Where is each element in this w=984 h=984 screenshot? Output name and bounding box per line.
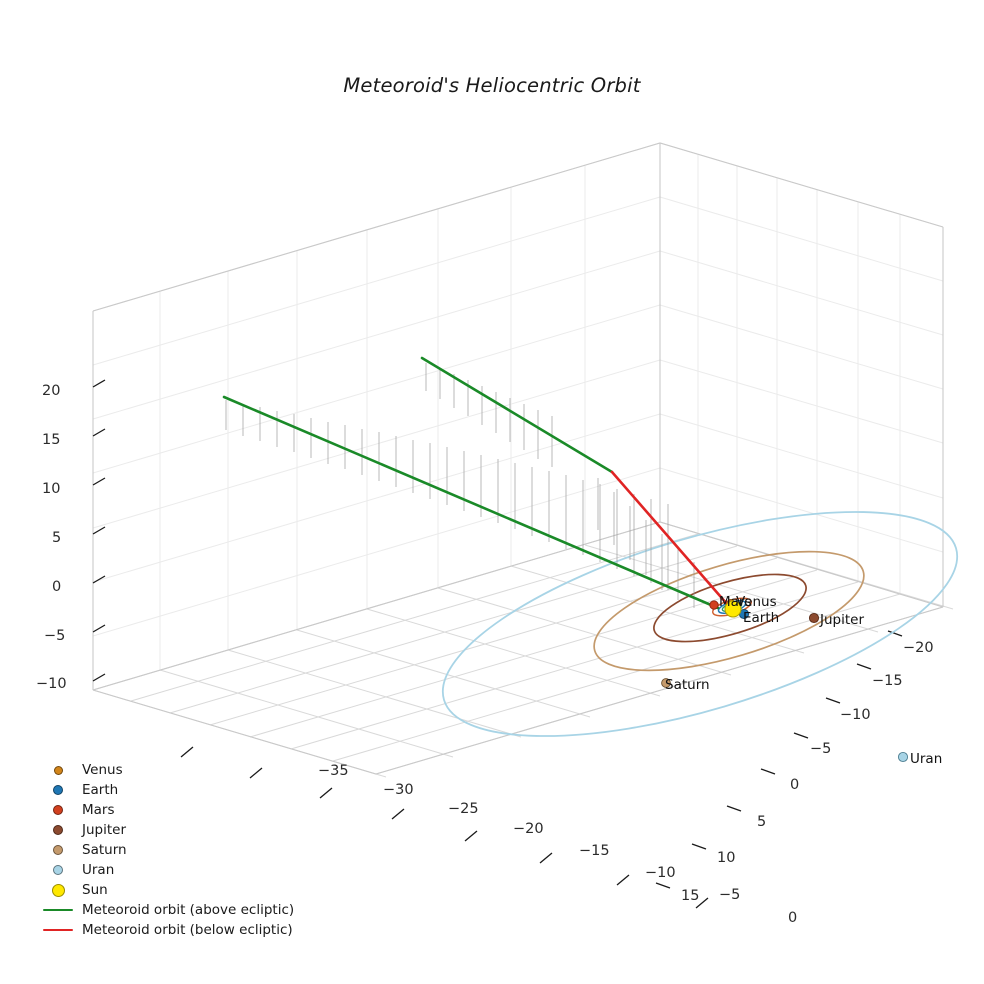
legend-item-venus[interactable]: Venus: [40, 760, 340, 780]
label-mars: Mars: [719, 594, 752, 610]
red-line-icon: [40, 928, 76, 932]
saturn-marker-icon: [40, 845, 76, 855]
legend-label-earth: Earth: [82, 782, 119, 798]
z-tick-20: 20: [42, 383, 61, 399]
marker-uran: [897, 751, 909, 763]
x-tick-neg5: −5: [719, 887, 741, 903]
legend-item-mars[interactable]: Mars: [40, 800, 340, 820]
sun-marker-icon: [40, 883, 76, 897]
z-tick-0: 0: [52, 579, 62, 595]
label-saturn: Saturn: [665, 677, 710, 693]
venus-marker-icon: [40, 765, 76, 775]
label-earth: Earth: [743, 610, 780, 626]
y-tick-0: 0: [790, 777, 800, 793]
marker-saturn: [661, 678, 671, 688]
marker-jupiter: [808, 612, 820, 624]
x-tick-neg10: −10: [645, 865, 676, 881]
meteoroid-orbit-above-ecliptic: [222, 356, 720, 610]
legend-label-meteoroid-below: Meteoroid orbit (below ecliptic): [82, 922, 293, 938]
legend-label-mars: Mars: [82, 802, 115, 818]
z-tick-15: 15: [42, 432, 61, 448]
label-venus: Venus: [736, 594, 777, 610]
meteoroid-droplines: [225, 363, 695, 608]
legend-item-meteoroid-above[interactable]: Meteoroid orbit (above ecliptic): [40, 900, 340, 920]
y-tick-10: 10: [717, 850, 736, 866]
y-tick-neg5: −5: [810, 741, 832, 757]
pane-floor: [92, 521, 954, 778]
legend-label-venus: Venus: [82, 762, 123, 778]
x-tick-neg25: −25: [448, 801, 479, 817]
y-tick-neg15: −15: [872, 673, 903, 689]
z-tick-5: 5: [52, 530, 62, 546]
marker-mars: [709, 600, 719, 610]
meteoroid-orbit-below-ecliptic: [610, 470, 729, 606]
legend: Venus Earth Mars Jupiter Saturn: [40, 760, 340, 940]
marker-sun: [724, 600, 742, 618]
y-tick-15: 15: [681, 888, 700, 904]
uran-marker-icon: [40, 865, 76, 875]
legend-item-uran[interactable]: Uran: [40, 860, 340, 880]
pane-back-left: [92, 142, 661, 691]
legend-label-uran: Uran: [82, 862, 115, 878]
legend-label-sun: Sun: [82, 882, 108, 898]
mars-marker-icon: [40, 805, 76, 815]
legend-item-saturn[interactable]: Saturn: [40, 840, 340, 860]
y-tick-5: 5: [757, 814, 767, 830]
z-tick-10: 10: [42, 481, 61, 497]
x-tick-neg15: −15: [579, 843, 610, 859]
label-jupiter: Jupiter: [820, 612, 865, 628]
z-axis-tick-marks: [92, 379, 106, 682]
legend-label-saturn: Saturn: [82, 842, 127, 858]
legend-item-meteoroid-below[interactable]: Meteoroid orbit (below ecliptic): [40, 920, 340, 940]
page-title: Meteoroid's Heliocentric Orbit: [343, 74, 641, 97]
z-tick-neg10: −10: [36, 676, 67, 692]
x-tick-neg20: −20: [513, 821, 544, 837]
label-uran: Uran: [910, 751, 943, 767]
z-tick-neg5: −5: [44, 628, 66, 644]
x-tick-0: 0: [788, 910, 798, 926]
green-line-icon: [40, 908, 76, 912]
orbit-saturn: [593, 550, 865, 672]
pane-back-right: [659, 142, 944, 608]
orbit-jupiter: [653, 573, 807, 643]
orbit-uran: [441, 511, 959, 737]
y-tick-neg20: −20: [903, 640, 934, 656]
x-tick-neg30: −30: [383, 782, 414, 798]
x-tick-neg35: −35: [318, 763, 349, 779]
legend-item-sun[interactable]: Sun: [40, 880, 340, 900]
jupiter-marker-icon: [40, 825, 76, 835]
x-axis-tick-marks: [180, 746, 709, 909]
axes-pane-edges: [92, 142, 944, 775]
legend-label-jupiter: Jupiter: [82, 822, 127, 838]
legend-label-meteoroid-above: Meteoroid orbit (above ecliptic): [82, 902, 295, 918]
earth-marker-icon: [40, 785, 76, 795]
legend-item-earth[interactable]: Earth: [40, 780, 340, 800]
legend-item-jupiter[interactable]: Jupiter: [40, 820, 340, 840]
y-axis-tick-marks: [655, 630, 903, 889]
planet-markers: [661, 598, 909, 763]
y-tick-neg10: −10: [840, 707, 871, 723]
